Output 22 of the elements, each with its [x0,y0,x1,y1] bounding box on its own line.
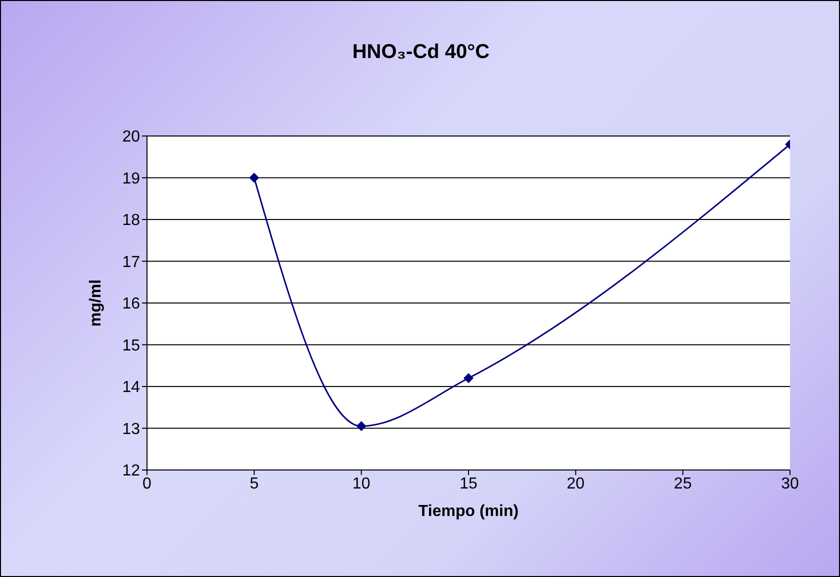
x-tick-label: 30 [781,475,799,492]
x-tick-label: 20 [566,475,585,492]
y-tick-label: 12 [122,462,140,480]
point [249,172,260,183]
y-tick-label: 15 [122,337,140,354]
point [356,421,366,432]
y-axis-title: mg/ml [88,279,105,327]
y-tick-label: 14 [122,379,140,396]
y-tick-label: 19 [122,170,140,188]
y-tick-label: 18 [122,212,140,230]
y-tick-label: 17 [122,254,140,271]
chart-title: HNO₃-Cd 40°C [351,41,491,64]
x-tick-label: 10 [352,475,370,492]
y-tick-label: 13 [122,420,140,438]
x-tick-label: 15 [460,475,478,492]
x-tick-label: 5 [250,475,259,492]
y-tick-label: 20 [122,128,140,146]
x-tick-label: 25 [674,475,692,492]
point [464,373,474,384]
x-tick-label: 0 [142,475,152,492]
y-tick-label: 16 [122,296,140,313]
x-axis-title: Tiempo (min) [418,503,519,520]
